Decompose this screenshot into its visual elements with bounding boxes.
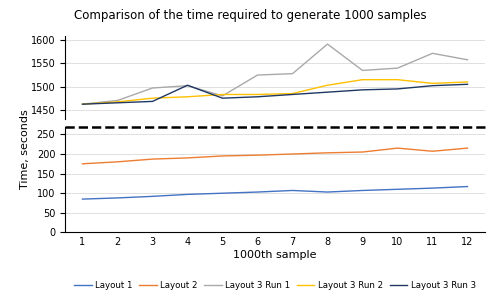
Layout 3 Run 2 [394, 78, 400, 81]
Layout 1 [290, 189, 296, 192]
Layout 3 Run 3 [184, 83, 190, 87]
Layout 2 [114, 160, 120, 164]
Layout 3 Run 3 [360, 88, 366, 92]
Layout 3 Run 2 [254, 93, 260, 96]
Layout 1 [430, 186, 436, 190]
Layout 1 [150, 195, 156, 198]
Layout 2 [464, 146, 470, 150]
Layout 3 Run 2 [150, 96, 156, 100]
Layout 2 [150, 157, 156, 161]
Layout 2 [184, 156, 190, 160]
Layout 2 [80, 162, 86, 166]
Layout 3 Run 3 [394, 87, 400, 91]
Layout 3 Run 2 [324, 83, 330, 87]
Layout 2 [254, 153, 260, 157]
Layout 3 Run 3 [254, 95, 260, 99]
Layout 3 Run 2 [80, 103, 86, 106]
Layout 3 Run 2 [184, 95, 190, 99]
Line: Layout 2: Layout 2 [82, 148, 468, 164]
Layout 1 [324, 190, 330, 194]
Layout 3 Run 1 [254, 73, 260, 77]
Layout 3 Run 1 [114, 99, 120, 102]
Layout 3 Run 2 [220, 93, 226, 96]
Layout 3 Run 1 [150, 86, 156, 90]
Layout 3 Run 1 [80, 103, 86, 106]
Layout 3 Run 1 [430, 52, 436, 55]
Layout 1 [254, 190, 260, 194]
Layout 3 Run 2 [464, 80, 470, 84]
Layout 1 [394, 187, 400, 191]
Layout 2 [430, 150, 436, 153]
Layout 1 [360, 189, 366, 192]
Layout 3 Run 2 [114, 100, 120, 104]
Layout 1 [80, 197, 86, 201]
Text: Time, seconds: Time, seconds [20, 109, 30, 189]
Layout 3 Run 1 [220, 94, 226, 98]
Layout 3 Run 1 [184, 84, 190, 88]
Layout 3 Run 3 [114, 101, 120, 105]
Layout 3 Run 1 [394, 66, 400, 70]
Layout 3 Run 2 [430, 82, 436, 85]
Layout 3 Run 2 [290, 92, 296, 95]
Layout 2 [290, 152, 296, 156]
Layout 2 [394, 146, 400, 150]
Layout 1 [220, 191, 226, 195]
Layout 3 Run 3 [430, 84, 436, 88]
Layout 3 Run 1 [360, 69, 366, 72]
Layout 2 [360, 150, 366, 154]
Line: Layout 3 Run 1: Layout 3 Run 1 [82, 44, 468, 104]
Layout 3 Run 2 [360, 78, 366, 81]
Layout 3 Run 1 [324, 42, 330, 46]
Legend: Layout 1, Layout 2, Layout 3 Run 1, Layout 3 Run 2, Layout 3 Run 3: Layout 1, Layout 2, Layout 3 Run 1, Layo… [71, 278, 479, 294]
Layout 2 [324, 151, 330, 155]
Line: Layout 3 Run 3: Layout 3 Run 3 [82, 84, 468, 104]
Layout 3 Run 3 [220, 96, 226, 100]
Line: Layout 1: Layout 1 [82, 187, 468, 199]
Layout 3 Run 3 [464, 83, 470, 86]
Layout 1 [184, 193, 190, 196]
Layout 1 [114, 196, 120, 200]
Layout 3 Run 3 [80, 103, 86, 106]
Layout 3 Run 1 [464, 58, 470, 62]
Layout 3 Run 1 [290, 72, 296, 75]
Line: Layout 3 Run 2: Layout 3 Run 2 [82, 80, 468, 104]
Layout 3 Run 3 [150, 100, 156, 103]
Layout 3 Run 3 [290, 93, 296, 96]
Text: Comparison of the time required to generate 1000 samples: Comparison of the time required to gener… [74, 9, 426, 22]
Layout 1 [464, 185, 470, 188]
Layout 3 Run 3 [324, 90, 330, 94]
X-axis label: 1000th sample: 1000th sample [233, 250, 317, 260]
Layout 2 [220, 154, 226, 158]
